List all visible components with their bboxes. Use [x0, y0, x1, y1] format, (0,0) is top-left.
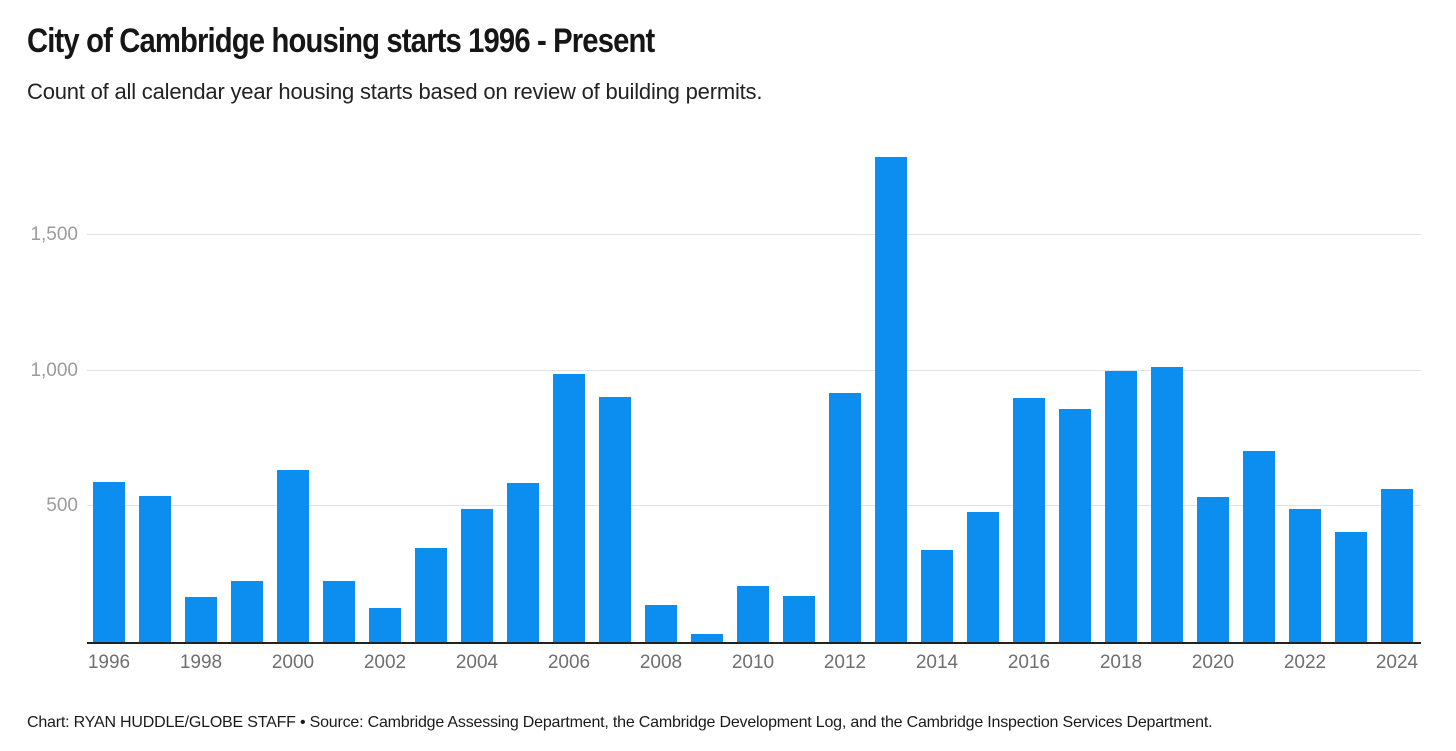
x-axis-label-2022: 2022 [1283, 652, 1327, 673]
gridline-500 [87, 505, 1421, 506]
bar-1997 [139, 496, 171, 642]
bar-2016 [1013, 398, 1045, 642]
x-axis-label-2020: 2020 [1191, 652, 1235, 673]
x-axis-label-2008: 2008 [639, 652, 683, 673]
bar-2010 [737, 586, 769, 642]
bar-2019 [1151, 367, 1183, 642]
plot-area: 500 1,000 1,500 1996 1998 2000 2002 2004 2006 200… [30, 140, 1421, 673]
bar-2007 [599, 397, 631, 642]
bar-1998 [185, 597, 217, 642]
x-axis-label-1998: 1998 [179, 652, 223, 673]
bar-2018 [1105, 371, 1137, 642]
x-axis-label-2000: 2000 [271, 652, 315, 673]
x-axis-label-2004: 2004 [455, 652, 499, 673]
gridline-1000 [87, 370, 1421, 371]
x-axis-line [87, 642, 1421, 644]
bar-2008 [645, 605, 677, 642]
bar-2009 [691, 634, 723, 642]
bar-2023 [1335, 532, 1367, 642]
bar-2022 [1289, 509, 1321, 642]
x-axis-label-2012: 2012 [823, 652, 867, 673]
y-axis-label-1500: 1,500 [30, 224, 78, 245]
bar-1996 [93, 482, 125, 642]
bar-1999 [231, 581, 263, 642]
x-axis-label-2018: 2018 [1099, 652, 1143, 673]
bar-2024 [1381, 489, 1413, 642]
y-axis-label-500: 500 [46, 495, 78, 516]
x-axis-label-1996: 1996 [87, 652, 131, 673]
bar-2006 [553, 374, 585, 642]
x-axis-label-2006: 2006 [547, 652, 591, 673]
bar-2004 [461, 509, 493, 642]
bar-2002 [369, 608, 401, 642]
x-axis-label-2014: 2014 [915, 652, 959, 673]
chart-subtitle: Count of all calendar year housing start… [27, 79, 763, 104]
bar-2011 [783, 596, 815, 642]
bar-2000 [277, 470, 309, 642]
bar-2020 [1197, 497, 1229, 642]
gridline-1500 [87, 234, 1421, 235]
bar-2001 [323, 581, 355, 642]
bar-2014 [921, 550, 953, 642]
y-axis-label-1000: 1,000 [30, 360, 78, 381]
bar-2015 [967, 512, 999, 642]
chart-area: 500 1,000 1,500 1996 1998 2000 2002 2004 2006 200… [30, 140, 1421, 673]
source-credit: Chart: RYAN HUDDLE/GLOBE STAFF • Source:… [27, 714, 1213, 731]
bar-2013 [875, 157, 907, 642]
bar-2021 [1243, 451, 1275, 642]
bar-2012 [829, 393, 861, 642]
x-axis-label-2010: 2010 [731, 652, 775, 673]
chart-title: City of Cambridge housing starts 1996 - … [27, 22, 655, 60]
bar-2003 [415, 548, 447, 642]
bar-2017 [1059, 409, 1091, 642]
bar-2005 [507, 483, 539, 642]
x-axis-label-2016: 2016 [1007, 652, 1051, 673]
x-axis-label-2002: 2002 [363, 652, 407, 673]
x-axis-label-2024: 2024 [1375, 652, 1419, 673]
